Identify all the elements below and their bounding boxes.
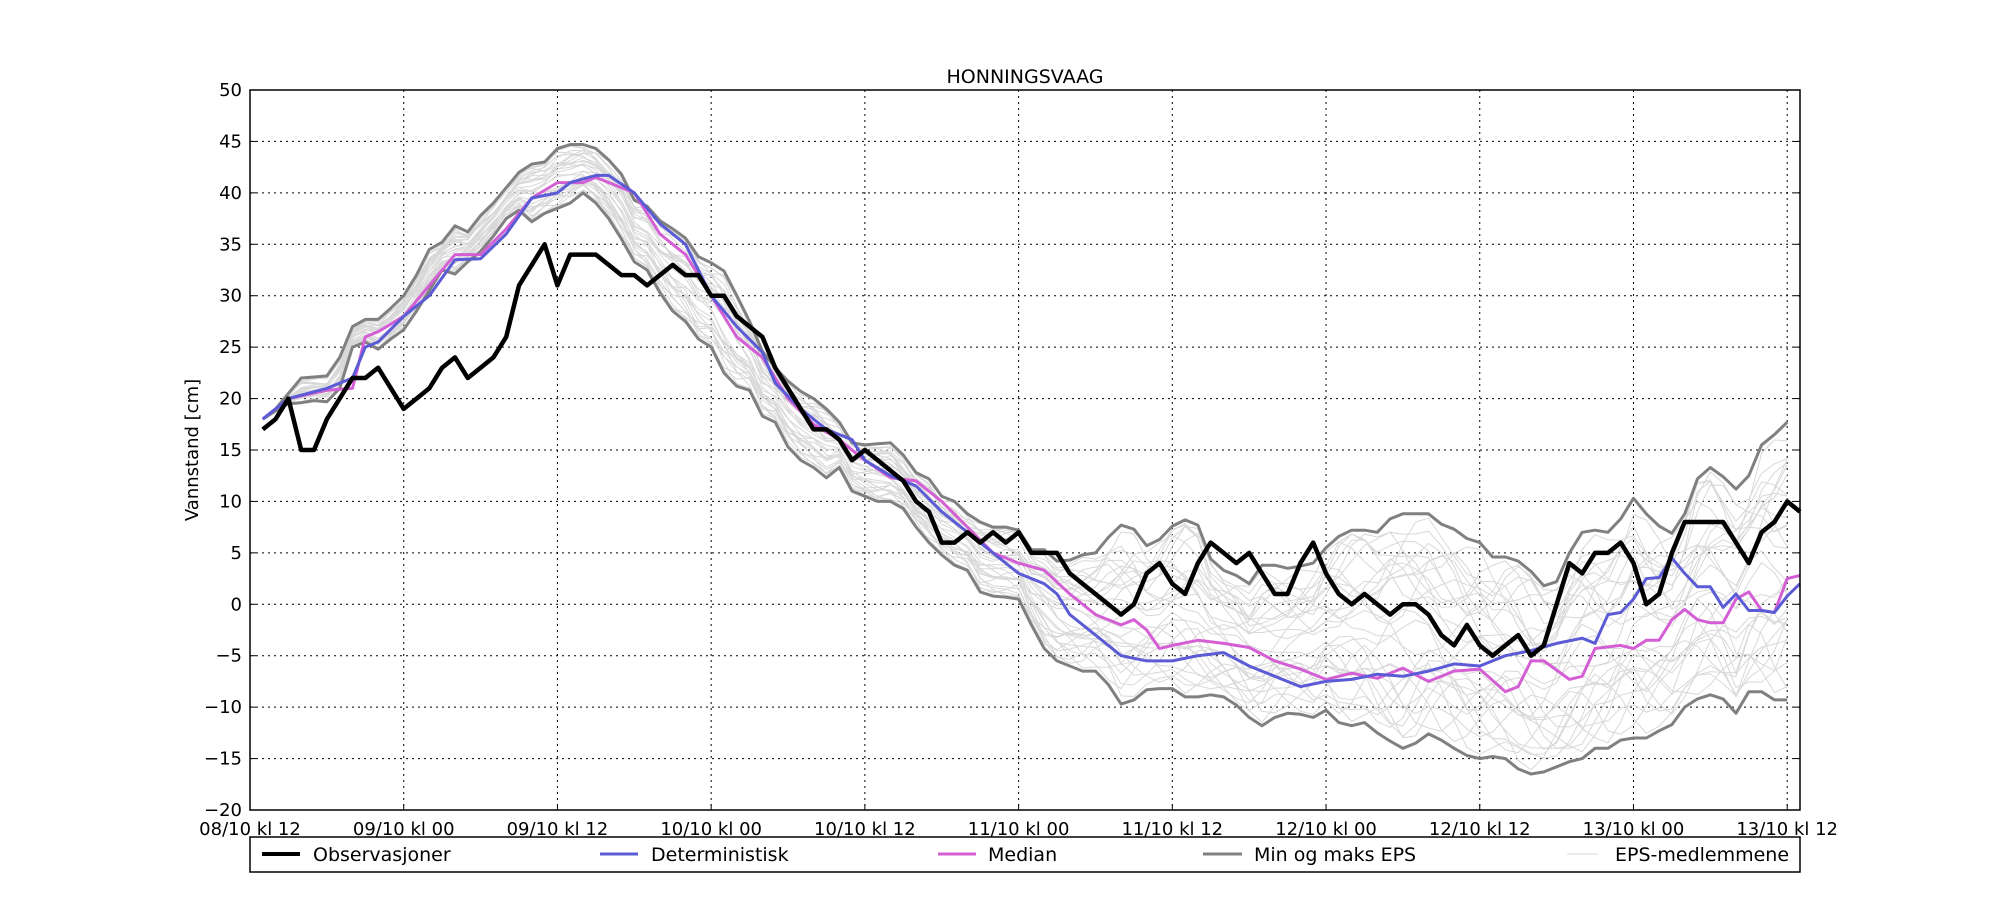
eps-member-line	[262, 183, 1788, 728]
eps-member-line	[262, 170, 1788, 717]
eps-member-line	[262, 160, 1788, 624]
grid	[250, 90, 1800, 810]
y-tick-label: 10	[219, 491, 242, 512]
eps-member-line	[262, 152, 1788, 668]
eps-member-line	[262, 177, 1788, 749]
y-tick-label: 5	[231, 543, 242, 564]
x-tick-label: 10/10 kl 00	[660, 819, 762, 840]
y-tick-label: −5	[215, 646, 242, 667]
min-eps-line	[261, 191, 1788, 776]
x-tick-label: 11/10 kl 12	[1121, 819, 1223, 840]
x-tick-label: 09/10 kl 00	[353, 819, 455, 840]
x-tick-label: 13/10 kl 00	[1583, 819, 1685, 840]
y-tick-label: −15	[204, 749, 242, 770]
y-tick-label: 30	[219, 286, 242, 307]
y-tick-label: 0	[231, 594, 242, 615]
y-axis-label: Vannstand [cm]	[182, 379, 203, 521]
y-tick-label: 40	[219, 183, 242, 204]
eps-members	[262, 145, 1788, 771]
x-tick-label: 12/10 kl 12	[1429, 819, 1531, 840]
eps-member-line	[262, 151, 1788, 618]
y-tick-label: 25	[219, 337, 242, 358]
eps-member-line	[262, 175, 1788, 751]
max-eps-line	[261, 143, 1789, 588]
eps-member-line	[262, 189, 1788, 744]
legend-label-median: Median	[988, 844, 1057, 866]
x-tick-label: 12/10 kl 00	[1275, 819, 1377, 840]
legend-label-minmax: Min og maks EPS	[1254, 844, 1416, 866]
eps-member-line	[262, 178, 1788, 771]
y-tick-label: 45	[219, 131, 242, 152]
chart-title: HONNINGSVAAG	[947, 66, 1104, 88]
legend: Observasjoner Deterministisk Median Min …	[249, 836, 1801, 873]
eps-member-line	[262, 182, 1788, 756]
legend-label-obs: Observasjoner	[313, 844, 451, 866]
x-tick-label: 09/10 kl 12	[507, 819, 609, 840]
eps-member-line	[262, 174, 1788, 711]
median-line	[261, 175, 1801, 694]
y-tick-label: 35	[219, 234, 242, 255]
eps-member-line	[262, 184, 1788, 738]
x-tick-label: 11/10 kl 00	[968, 819, 1070, 840]
legend-label-members: EPS-medlemmene	[1615, 844, 1789, 866]
x-ticks: 08/10 kl 12 09/10 kl 00 09/10 kl 12 10/10 k…	[199, 804, 1838, 840]
y-tick-label: 15	[219, 440, 242, 461]
observations-line	[261, 242, 1802, 658]
eps-member-line	[262, 175, 1788, 754]
x-tick-label: 08/10 kl 12	[199, 819, 301, 840]
y-tick-label: −10	[204, 697, 242, 718]
y-tick-label: 20	[219, 389, 242, 410]
deterministic-line	[261, 173, 1802, 689]
y-tick-label: −20	[204, 800, 242, 821]
x-tick-label: 10/10 kl 12	[814, 819, 916, 840]
eps-member-line	[262, 181, 1788, 753]
x-tick-label: 13/10 kl 12	[1736, 819, 1838, 840]
eps-member-line	[262, 163, 1788, 657]
eps-member-line	[262, 162, 1788, 647]
y-tick-label: 50	[219, 80, 242, 101]
series-lines	[261, 143, 1802, 776]
legend-label-det: Deterministisk	[651, 844, 789, 866]
